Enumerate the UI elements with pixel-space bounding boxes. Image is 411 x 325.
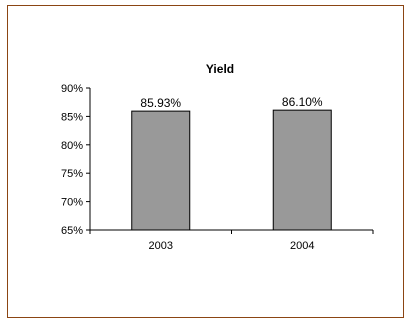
- data-label-2003: 85.93%: [140, 96, 181, 110]
- x-axis: 2003 2004: [89, 229, 374, 252]
- chart-frame: [7, 5, 404, 318]
- y-axis: 65% 70% 75% 80% 85% 90%: [61, 83, 91, 237]
- x-tick-label-2003: 2003: [149, 240, 173, 252]
- bar-2004: [272, 109, 332, 231]
- bar-2003: [131, 110, 191, 231]
- data-label-2004: 86.10%: [282, 95, 323, 109]
- y-tick-label: 90%: [61, 83, 83, 95]
- y-tick-label: 80%: [61, 140, 83, 152]
- chart-title: Yield: [206, 62, 234, 76]
- y-tick-label: 70%: [61, 197, 83, 209]
- y-tick-label: 65%: [61, 225, 83, 237]
- y-tick-label: 85%: [61, 111, 83, 123]
- x-tick-label-2004: 2004: [290, 240, 314, 252]
- bars: 85.93% 86.10%: [131, 95, 332, 231]
- y-tick-label: 75%: [61, 168, 83, 180]
